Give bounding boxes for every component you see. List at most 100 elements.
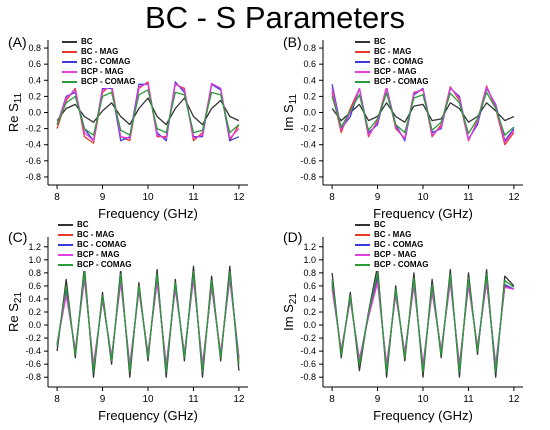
figure-title: BC - S Parameters — [144, 0, 406, 35]
y-tick-label: 0.6 — [303, 59, 316, 69]
legend-item: BC - COMAG — [62, 57, 136, 67]
x-tick-label: 11 — [463, 394, 474, 405]
y-tick-label: 1.0 — [28, 255, 41, 265]
x-tick-label: 8 — [329, 192, 335, 203]
legend-swatch — [58, 264, 73, 266]
legend-item: BC - COMAG — [355, 57, 429, 67]
legend-swatch — [62, 41, 77, 43]
y-tick-label: -0.2 — [25, 124, 41, 134]
legend-label: BC — [374, 220, 386, 229]
y-tick-label: -0.2 — [300, 124, 316, 134]
legend-swatch — [355, 224, 370, 226]
y-axis-label-main: Re S — [6, 103, 21, 132]
y-tick-label: -0.8 — [300, 372, 316, 382]
legend-item: BCP - COMAG — [355, 260, 429, 270]
x-tick-label: 10 — [417, 192, 429, 203]
legend-item: BC — [355, 37, 429, 47]
y-tick-label: -0.6 — [300, 156, 316, 166]
x-axis-label: Frequency (GHz) — [98, 408, 198, 423]
y-tick-label: -0.2 — [25, 333, 41, 343]
chart-svg: -0.8 -0.6 -0.4 -0.2 0.0 0.2 0.4 0.6 0.8 8 9 10 11 12 F… — [281, 40, 523, 221]
y-axis-label-main: Im S — [281, 304, 296, 331]
legend-label: BC - COMAG — [77, 240, 127, 249]
x-tick-label: 8 — [54, 394, 60, 405]
y-axis-label-subscript: 21 — [288, 293, 299, 305]
y-tick-label: 0.2 — [303, 307, 316, 317]
legend-label: BCP - MAG — [374, 67, 417, 76]
legend-swatch — [355, 254, 370, 256]
y-tick-label: -0.8 — [25, 172, 41, 182]
legend-item: BCP - MAG — [62, 67, 136, 77]
y-tick-label: 0.0 — [303, 320, 316, 330]
legend: BC BC - MAG BC - COMAG BCP - MAG BCP - COMAG — [56, 219, 134, 271]
y-axis-label: Re S11 — [6, 92, 24, 132]
series-line-4 — [56, 82, 240, 142]
x-axis-label: Frequency (GHz) — [373, 206, 473, 221]
legend-label: BCP - COMAG — [374, 260, 429, 269]
legend-item: BC - MAG — [355, 230, 429, 240]
series-line-4 — [331, 282, 515, 365]
legend-item: BCP - MAG — [355, 67, 429, 77]
legend-label: BC - COMAG — [374, 57, 424, 66]
x-tick-label: 11 — [463, 192, 474, 203]
x-tick-label: 12 — [233, 394, 245, 405]
y-tick-label: 0.6 — [303, 281, 316, 291]
legend-swatch — [355, 71, 370, 73]
y-tick-label: 0.8 — [28, 43, 41, 53]
x-tick-label: 9 — [375, 192, 381, 203]
series-line-5 — [331, 91, 515, 136]
x-tick-label: 10 — [142, 192, 154, 203]
panel-c: (C) -0.8 -0.6 -0.4 -0.2 0.0 0.2 0.4 0.6 0.8 1.0 1.… — [0, 219, 275, 425]
y-axis-label-subscript: 11 — [13, 92, 24, 103]
panel-label: (D) — [283, 229, 303, 245]
legend-swatch — [58, 254, 73, 256]
y-tick-label: 0.2 — [28, 307, 41, 317]
legend-swatch — [62, 81, 77, 83]
y-axis-label: Re S21 — [6, 292, 24, 332]
x-axis-label: Frequency (GHz) — [373, 408, 473, 423]
legend-swatch — [58, 244, 73, 246]
series-line-2 — [331, 278, 515, 369]
x-tick-label: 11 — [188, 192, 199, 203]
x-tick-label: 11 — [188, 394, 199, 405]
legend-label: BC - MAG — [374, 230, 412, 239]
panel-d: (D) -0.8 -0.6 -0.4 -0.2 0.0 0.2 0.4 0.6 0.8 1.0 1.… — [275, 219, 550, 425]
legend-swatch — [58, 224, 73, 226]
x-tick-label: 10 — [417, 394, 429, 405]
y-tick-label: 0.4 — [28, 75, 41, 85]
panel-label: (C) — [8, 229, 28, 245]
series-line-5 — [331, 272, 515, 373]
legend-label: BCP - COMAG — [374, 77, 429, 86]
legend-swatch — [62, 51, 77, 53]
legend-swatch — [58, 234, 73, 236]
legend-swatch — [355, 244, 370, 246]
chart-svg: -0.8 -0.6 -0.4 -0.2 0.0 0.2 0.4 0.6 0.8 1.0 1.2 8 9 1… — [6, 237, 248, 423]
y-tick-label: 0.8 — [303, 43, 316, 53]
series-line-4 — [331, 86, 515, 143]
y-tick-label: -0.4 — [300, 346, 316, 356]
legend-label: BC — [77, 220, 89, 229]
legend: BC BC - MAG BC - COMAG BCP - MAG BCP - COMAG — [353, 219, 431, 271]
y-tick-label: 0.2 — [28, 91, 41, 101]
legend-item: BC - COMAG — [355, 240, 429, 250]
legend-label: BCP - COMAG — [81, 77, 136, 86]
legend-swatch — [355, 51, 370, 53]
y-tick-label: 0.6 — [28, 59, 41, 69]
y-tick-label: 0.8 — [303, 268, 316, 278]
legend-label: BC - MAG — [374, 47, 412, 56]
legend-label: BCP - MAG — [374, 250, 417, 259]
series-line-5 — [56, 89, 240, 136]
legend-item: BCP - MAG — [355, 250, 429, 260]
x-tick-label: 10 — [142, 394, 154, 405]
legend-item: BC - MAG — [62, 47, 136, 57]
y-axis-label-subscript: 21 — [13, 292, 24, 304]
y-tick-label: 0.0 — [28, 108, 41, 118]
legend-item: BCP - MAG — [58, 250, 132, 260]
legend-item: BC — [58, 220, 132, 230]
legend-label: BCP - COMAG — [77, 260, 132, 269]
y-tick-label: 1.2 — [28, 242, 41, 252]
legend-label: BC - MAG — [81, 47, 119, 56]
legend-item: BC - COMAG — [58, 240, 132, 250]
chart-svg: -0.8 -0.6 -0.4 -0.2 0.0 0.2 0.4 0.6 0.8 8 9 10 11 12 F… — [6, 40, 248, 221]
x-axis-label: Frequency (GHz) — [98, 206, 198, 221]
